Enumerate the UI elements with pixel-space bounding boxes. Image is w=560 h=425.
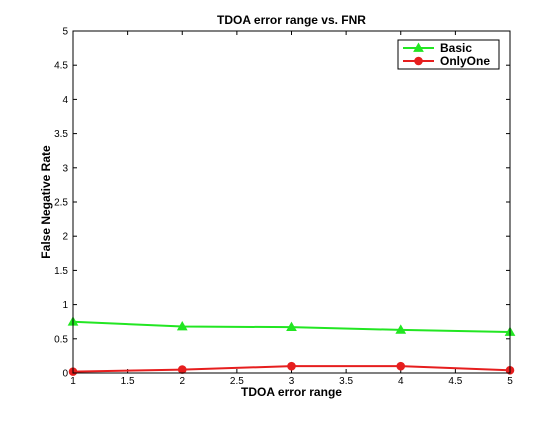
y-tick-label: 3: [62, 163, 68, 174]
y-tick-label: 3.5: [54, 129, 68, 140]
plot-frame: [72, 30, 511, 374]
legend-label: OnlyOne: [440, 54, 490, 68]
y-tick-label: 4: [62, 95, 68, 106]
data-point: [395, 324, 407, 334]
y-tick-label: 0: [62, 369, 68, 380]
x-tick-label: 2.5: [230, 376, 244, 387]
data-point: [396, 361, 406, 371]
x-tick-label: 1: [70, 376, 76, 387]
y-tick-label: 1: [62, 300, 68, 311]
legend-item: OnlyOne: [403, 54, 490, 68]
chart-title: TDOA error range vs. FNR: [217, 13, 366, 27]
x-axis-label: TDOA error range: [241, 385, 342, 399]
y-tick-label: 0.5: [54, 334, 68, 345]
y-tick-label: 1.5: [54, 266, 68, 277]
y-tick-label: 2: [62, 232, 68, 243]
series-onlyone: [68, 361, 515, 376]
y-axis-ticks: 0 0.5 1 1.5 2 2.5 3 3.5 4 4.5 5: [54, 27, 510, 380]
x-tick-label: 5: [507, 376, 513, 387]
legend-label: Basic: [440, 41, 472, 55]
legend-item: Basic: [403, 41, 472, 55]
plot-background: [73, 31, 510, 373]
x-tick-label: 3.5: [339, 376, 353, 387]
x-tick-label: 4.5: [448, 376, 462, 387]
y-tick-label: 4.5: [54, 61, 68, 72]
data-point: [287, 361, 296, 371]
x-tick-label: 4: [398, 376, 404, 387]
data-point: [177, 365, 187, 374]
y-axis-label: False Negative Rate: [39, 145, 53, 259]
y-tick-label: 2.5: [54, 198, 68, 209]
x-tick-label: 2: [179, 376, 185, 387]
legend-box: [397, 39, 500, 70]
legend-marker: [413, 42, 424, 52]
data-point: [176, 320, 188, 331]
x-tick-label: 1.5: [121, 376, 135, 387]
x-tick-label: 3: [289, 376, 295, 387]
data-point: [286, 321, 297, 332]
legend-marker: [414, 56, 423, 66]
y-tick-label: 5: [62, 27, 68, 38]
